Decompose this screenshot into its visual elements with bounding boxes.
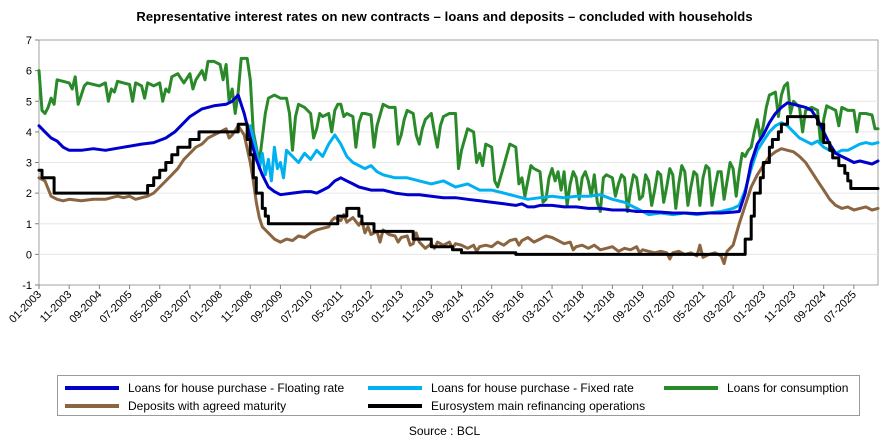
- legend-swatch-refinancing: [368, 404, 422, 408]
- x-tick-label: 09-2024: [792, 289, 829, 326]
- x-tick-label: 09-2014: [430, 289, 467, 326]
- legend-label-consumption: Loans for consumption: [727, 381, 849, 395]
- x-tick-label: 09-2004: [67, 289, 104, 326]
- legend-label-fixed-rate: Loans for house purchase - Fixed rate: [431, 381, 634, 395]
- x-tick-label: 03-2017: [520, 289, 557, 326]
- legend-label-deposits: Deposits with agreed maturity: [128, 399, 287, 413]
- chart-title: Representative interest rates on new con…: [136, 9, 753, 24]
- series-line-consumption: [37, 56, 880, 213]
- x-tick-label: 01-2018: [550, 289, 587, 326]
- series-line-refinancing: [37, 115, 880, 256]
- x-tick-label: 05-2006: [128, 289, 165, 326]
- legend: Loans for house purchase - Floating rate…: [57, 375, 860, 416]
- legend-swatch-floating-rate: [65, 386, 119, 390]
- series-line-fixed-rate: [248, 121, 880, 217]
- x-tick-label: 07-2010: [279, 289, 316, 326]
- x-tick-label: 05-2021: [671, 289, 708, 326]
- series-lines: [37, 56, 880, 266]
- y-tick-label: 7: [26, 35, 32, 47]
- x-tick-label: 01-2023: [731, 289, 768, 326]
- x-tick-label: 07-2015: [460, 289, 497, 326]
- x-tick-label: 07-2020: [641, 289, 678, 326]
- legend-label-floating-rate: Loans for house purchase - Floating rate: [128, 381, 345, 395]
- x-tick-label: 07-2005: [98, 289, 135, 326]
- series-line-floating-rate: [37, 93, 880, 216]
- x-tick-label: 09-2019: [611, 289, 648, 326]
- y-tick-label: 2: [26, 188, 32, 200]
- y-tick-label: 0: [26, 249, 32, 261]
- y-tick-label: 3: [26, 158, 32, 170]
- x-tick-label: 03-2012: [339, 289, 376, 326]
- x-tick-label: 03-2007: [158, 289, 195, 326]
- x-tick-label: 03-2022: [701, 289, 738, 326]
- y-tick-label: 4: [26, 127, 32, 139]
- x-tick-label: 01-2003: [7, 289, 44, 326]
- x-tick-label: 09-2009: [249, 289, 286, 326]
- y-tick-label: 5: [26, 96, 32, 108]
- legend-swatch-consumption: [664, 386, 718, 390]
- x-tick-label: 01-2008: [188, 289, 225, 326]
- source-note: Source : BCL: [408, 424, 481, 438]
- legend-swatch-deposits: [65, 404, 119, 408]
- x-tick-label: 07-2025: [822, 289, 859, 326]
- x-tick-label: 05-2016: [490, 289, 527, 326]
- legend-swatch-fixed-rate: [368, 386, 422, 390]
- gridlines: [39, 70, 878, 255]
- y-tick-label: 1: [26, 219, 32, 231]
- y-tick-label: -1: [22, 280, 32, 292]
- y-tick-label: 6: [26, 66, 32, 78]
- legend-label-refinancing: Eurosystem main refinancing operations: [431, 399, 646, 413]
- x-tick-label: 01-2013: [369, 289, 406, 326]
